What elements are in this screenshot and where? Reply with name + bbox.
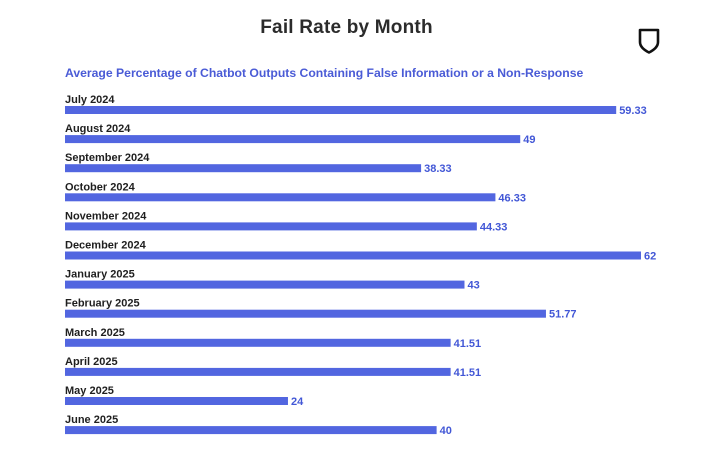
category-label: January 2025: [65, 269, 135, 281]
value-label: 46.33: [498, 192, 526, 204]
value-label: 38.33: [424, 163, 452, 175]
category-label: April 2025: [65, 356, 118, 368]
category-label: March 2025: [65, 327, 125, 339]
chart-subtitle: Average Percentage of Chatbot Outputs Co…: [65, 66, 584, 80]
value-label: 59.33: [619, 105, 647, 117]
bar: [65, 367, 451, 376]
bar: [65, 106, 617, 114]
bar: [65, 280, 465, 289]
value-label: 40: [440, 425, 452, 437]
bar: [65, 251, 641, 260]
category-label: August 2024: [65, 123, 131, 135]
category-label: July 2024: [65, 94, 115, 106]
bar: [65, 309, 546, 318]
value-label: 24: [291, 396, 304, 408]
category-label: November 2024: [65, 210, 147, 222]
category-label: October 2024: [65, 181, 136, 193]
shield-icon: [638, 28, 660, 54]
value-label: 44.33: [480, 221, 508, 233]
bar: [65, 135, 521, 144]
bar: [65, 222, 477, 231]
value-label: 49: [523, 134, 535, 146]
bar: [65, 338, 451, 347]
category-label: June 2025: [65, 414, 118, 426]
value-label: 62: [644, 251, 656, 263]
value-label: 41.51: [454, 367, 482, 379]
category-label: May 2025: [65, 385, 114, 397]
value-label: 41.51: [454, 338, 482, 350]
bar: [65, 426, 437, 435]
chart-title: Fail Rate by Month: [260, 17, 433, 38]
bar: [65, 164, 422, 173]
category-label: December 2024: [65, 240, 147, 252]
value-label: 43: [467, 280, 479, 292]
value-label: 51.77: [549, 309, 577, 321]
category-label: February 2025: [65, 298, 140, 310]
bar: [65, 193, 496, 202]
category-label: September 2024: [65, 152, 150, 164]
bar: [65, 397, 288, 405]
